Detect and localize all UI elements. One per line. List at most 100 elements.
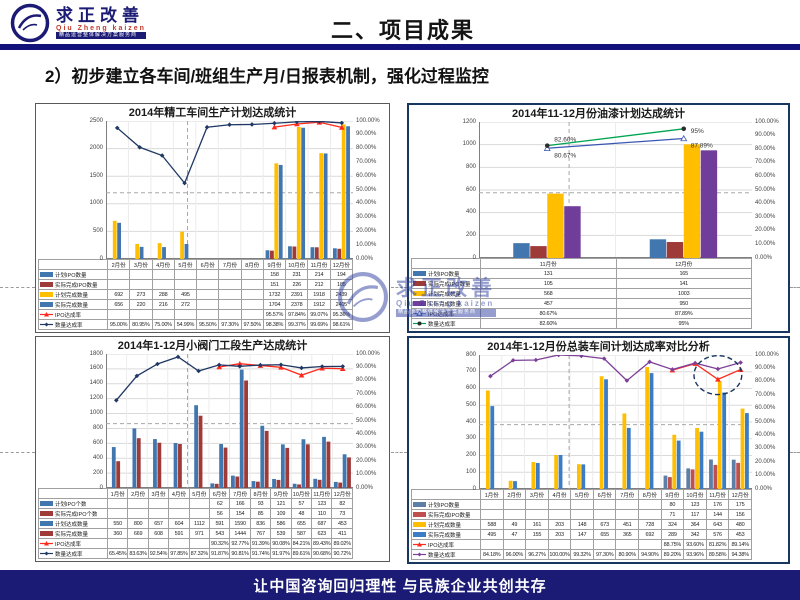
legend: 计划IPO数量 [413, 501, 480, 509]
value-cell: 93.96% [683, 549, 707, 560]
table-row: 实际完成IPO数量 151 226 212 185 [38, 279, 354, 290]
value-cell [127, 538, 149, 549]
value-cell [129, 309, 153, 320]
line-marker-diamond [579, 355, 584, 359]
month-header-cell: 11月份 [480, 258, 617, 269]
bar [280, 444, 285, 488]
bar [576, 464, 581, 489]
y-axis-tick-label: 0 [472, 254, 476, 261]
value-cell [218, 309, 242, 320]
value-cell: 220 [129, 299, 153, 310]
value-cell [480, 509, 504, 520]
value-cell [502, 509, 527, 520]
value-cell: 495 [480, 529, 504, 540]
line-marker-diamond [488, 373, 493, 379]
data-line [115, 356, 343, 401]
legend-key-icon [40, 302, 53, 307]
table-row: 计划IPO数量 131 165 [411, 268, 752, 279]
legend-cell: IPO达成率 [38, 538, 108, 549]
value-cell: 91.87% [209, 548, 231, 559]
bar [667, 477, 672, 489]
value-cell: 272 [173, 299, 198, 310]
legend-key-icon [40, 511, 53, 516]
bar [235, 476, 240, 488]
value-cell [127, 508, 149, 519]
corner-cell [38, 488, 108, 499]
bar [322, 436, 326, 488]
bar [292, 246, 297, 259]
value-cell [240, 299, 264, 310]
y-axis-tick-label: 400 [465, 209, 476, 216]
legend-cell: 计划完成数量 [411, 519, 481, 530]
legend: 实际完成数量 [40, 301, 107, 309]
value-cell: 82 [331, 498, 353, 509]
left-axis: 0 100 200 300 400 500 600 700 800 [411, 352, 479, 492]
value-cell: 141 [615, 278, 752, 289]
value-cell: 80 [660, 499, 685, 510]
value-cell: 480 [728, 519, 752, 530]
value-cell [188, 498, 211, 509]
legend-cell: IPO达成率 [411, 308, 481, 319]
legend-cell: 实际完成数量 [411, 298, 481, 309]
value-cell: 212 [307, 279, 331, 290]
legend-cell: 计划完成数量 [38, 289, 108, 300]
right-axis: 0.00% 10.00% 20.00% 30.00% 40.00% 50.00% 60.00… [752, 352, 786, 492]
plot-row: 0 200 400 600 800 1000 1200 80.67% 87.89% 82.60% 9… [411, 119, 786, 261]
month-header-cell: 5月份 [188, 488, 211, 499]
value-cell: 90.68% [311, 548, 333, 559]
bar [230, 475, 235, 488]
chart-panel-youqi: 2014年11-12月份油漆计划达成统计 0 200 400 600 800 1000 120… [407, 103, 790, 333]
table-row: 计划IPO数量 158 231 214 194 [38, 269, 354, 280]
series-name-label: 数量达成率 [55, 551, 83, 558]
value-cell: 87.89% [615, 308, 752, 319]
value-cell: 144 [705, 509, 730, 520]
line-marker-triangle [236, 360, 243, 366]
value-cell: 97.30% [592, 549, 617, 560]
series-name-label: 计划完成数量 [55, 292, 89, 299]
value-cell [592, 509, 617, 520]
bar [285, 447, 290, 488]
line-marker-diamond [556, 355, 561, 358]
value-cell: 623 [311, 528, 333, 539]
value-cell [615, 539, 640, 550]
value-cell: 2391 [285, 289, 309, 300]
pct-axis-tick-label: 50.00% [356, 186, 377, 193]
line-marker-triangle [680, 134, 688, 142]
value-cell: 687 [311, 518, 333, 529]
bar [323, 153, 328, 259]
y-axis-tick-label: 400 [465, 418, 476, 425]
value-cell: 971 [188, 528, 211, 539]
value-cell: 89.20% [660, 549, 685, 560]
data-line [274, 121, 342, 129]
value-cell: 543 [209, 528, 231, 539]
value-cell: 82.60% [480, 318, 617, 329]
chart-title: 2014年1-12月小阀门工段生产达成统计 [117, 340, 308, 352]
bars-group [111, 369, 351, 488]
bar [485, 390, 490, 489]
legend-cell: 实际完成数量 [411, 529, 481, 540]
value-cell: 288 [151, 289, 175, 300]
line-marker-diamond [249, 122, 255, 127]
value-cell: 158 [262, 269, 287, 280]
chart-svg [479, 355, 752, 489]
bar [736, 462, 741, 489]
value-cell: 453 [331, 518, 353, 529]
value-cell [196, 289, 220, 300]
bar [244, 380, 248, 488]
value-cell: 105 [480, 278, 617, 289]
bar [157, 243, 162, 259]
value-cell [615, 499, 640, 510]
guide-dash [790, 287, 800, 288]
logo-icon [10, 3, 50, 43]
value-cell: 85 [249, 508, 272, 519]
series-name-label: 数量达成率 [428, 321, 456, 328]
line-marker-diamond [196, 368, 201, 374]
line-series: 80.67% 87.89% [543, 134, 713, 159]
pct-axis-tick-label: 0.00% [755, 485, 773, 492]
month-header-cell: 9月份 [270, 488, 292, 499]
table-row: 计划IPO个数 62 166 93 121 57 123 82 [38, 498, 353, 509]
value-cell: 110 [311, 508, 333, 519]
month-header-cell: 11月份 [307, 259, 331, 270]
value-cell [240, 289, 264, 300]
value-cell: 80.90% [615, 549, 640, 560]
